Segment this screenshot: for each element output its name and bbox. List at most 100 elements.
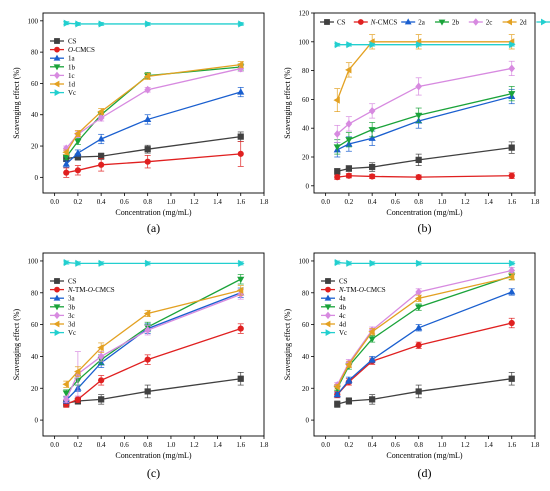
x-tick-label: 1.8 (531, 198, 540, 206)
data-point (333, 129, 341, 138)
data-point (368, 328, 375, 336)
data-point (346, 259, 353, 267)
y-tick-label: 80 (31, 49, 39, 57)
series-line (66, 261, 241, 264)
data-point (62, 380, 69, 388)
data-point (416, 41, 423, 49)
data-point (368, 134, 376, 141)
y-tick-label: 60 (302, 321, 310, 329)
data-point (97, 108, 104, 116)
data-point (62, 148, 69, 156)
data-point (346, 41, 353, 49)
data-point (145, 259, 152, 267)
series-2d (333, 34, 515, 112)
data-point (333, 144, 341, 151)
legend-marker (53, 304, 61, 311)
legend-entry: 1b (68, 63, 76, 71)
x-tick-label: 0.0 (321, 441, 330, 449)
y-tick-label: 40 (302, 353, 310, 361)
x-tick-label: 1.2 (461, 441, 470, 449)
data-point (345, 360, 352, 368)
data-point (63, 169, 70, 176)
data-point (62, 395, 70, 404)
data-point (143, 72, 151, 80)
data-point (509, 259, 516, 267)
data-point (62, 390, 70, 397)
x-tick-label: 1.6 (507, 441, 516, 449)
series-line (66, 327, 241, 405)
x-tick-label: 0.0 (50, 441, 59, 449)
plot-frame (42, 252, 265, 437)
x-tick-label: 0.4 (368, 441, 377, 449)
series-1a (62, 86, 245, 168)
data-point (345, 66, 352, 74)
series-2b (333, 86, 516, 155)
x-tick-label: 0.6 (391, 198, 400, 206)
data-point (415, 156, 422, 163)
series-line (336, 95, 512, 151)
legend-entry: 4c (339, 312, 346, 320)
legend-entry: 1d (68, 81, 76, 89)
legend-entry: Vc (339, 329, 347, 337)
legend-marker (54, 89, 61, 96)
legend-entry: N-CMCS (370, 19, 398, 27)
series-line (336, 67, 512, 135)
legend-marker (54, 38, 60, 44)
data-point (345, 397, 352, 405)
x-tick-label: 1.8 (260, 198, 269, 206)
x-axis-label: Concentration (mg/mL) (386, 208, 463, 217)
legend-entry: 2b (452, 19, 460, 27)
data-point (368, 127, 376, 134)
series-cs (63, 131, 244, 163)
legend-entry: N-TM-O-CMCS (67, 286, 115, 294)
data-point (508, 144, 515, 151)
legend-marker (472, 18, 479, 26)
y-tick-label: 80 (31, 289, 39, 297)
panel-label: (c) (147, 466, 160, 480)
legend-marker (325, 278, 331, 284)
series-4a (333, 288, 516, 398)
y-tick-label: 20 (31, 385, 39, 393)
y-axis-label: Scavenging effect (%) (283, 67, 292, 139)
x-tick-label: 0.6 (391, 441, 400, 449)
data-point (508, 172, 515, 179)
y-axis-label: Scavenging effect (%) (12, 67, 21, 139)
x-tick-label: 1.0 (167, 441, 176, 449)
data-point (237, 133, 244, 140)
y-axis-label: Scavenging effect (%) (283, 308, 292, 380)
x-tick-label: 0.2 (74, 198, 83, 206)
data-point (237, 325, 244, 332)
data-point (345, 165, 352, 172)
legend-marker (53, 80, 60, 88)
data-point (74, 367, 81, 376)
data-point (144, 388, 151, 395)
y-tick-label: 0 (35, 174, 39, 182)
series-1d (62, 61, 244, 156)
legend-marker (54, 278, 60, 284)
panel-b: 0.0 0.2 0.4 0.6 0.8 1.0 1.2 1.4 1.6 1.8 0 20 40 60 80 1… (283, 10, 550, 235)
data-point (334, 401, 341, 408)
data-point (237, 88, 245, 95)
data-point (415, 342, 422, 349)
x-tick-label: 0.8 (414, 441, 423, 449)
x-tick-label: 0.8 (414, 198, 423, 206)
data-point (144, 115, 152, 122)
data-point (345, 119, 353, 128)
data-point (334, 168, 341, 175)
data-point (415, 112, 423, 120)
panel-label: (a) (147, 221, 160, 235)
x-tick-label: 0.4 (368, 198, 377, 206)
data-point (238, 259, 245, 267)
data-point (63, 19, 71, 27)
legend-marker (53, 320, 60, 328)
x-tick-label: 1.4 (213, 441, 222, 449)
x-tick-label: 0.0 (321, 198, 330, 206)
data-point (415, 304, 423, 311)
legend-marker (505, 18, 512, 26)
series-line (336, 322, 512, 396)
data-point (345, 376, 353, 383)
y-tick-label: 20 (302, 385, 310, 393)
series-line (65, 66, 241, 158)
x-tick-label: 1.0 (438, 441, 447, 449)
